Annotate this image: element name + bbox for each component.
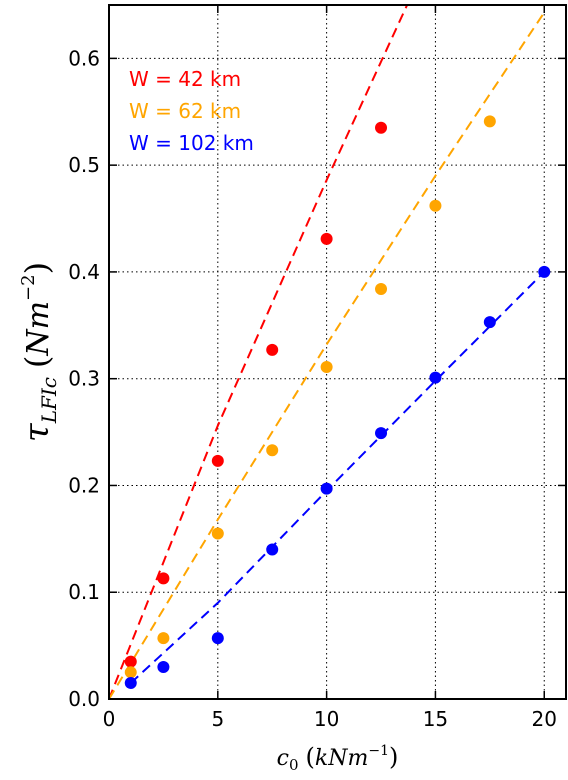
x-tick-label: 5 (211, 707, 224, 731)
data-point-w-102-km (429, 371, 442, 384)
y-axis-label: τLFIc (Nm−2) (17, 262, 61, 442)
data-point-w-102-km (483, 316, 496, 329)
data-point-w-62-km (157, 632, 170, 645)
y-tick-label: 0.1 (68, 580, 100, 604)
x-axis-label-sub: 0 (289, 756, 299, 774)
data-points (124, 115, 551, 689)
legend: W = 42 km W = 62 km W = 102 km (129, 67, 254, 155)
fit-line-w-102-km (130, 271, 545, 684)
y-axis-label-unit: Nm (21, 301, 56, 357)
data-point-w-102-km (375, 427, 388, 440)
y-axis-label-close: ) (18, 262, 56, 274)
data-point-w-102-km (124, 676, 137, 689)
data-point-w-102-km (157, 660, 170, 673)
x-axis-label-symbol: c (277, 746, 289, 771)
x-tick-label: 0 (103, 707, 116, 731)
data-point-w-102-km (320, 482, 333, 495)
data-point-w-42-km (157, 572, 170, 585)
data-point-w-42-km (124, 655, 137, 668)
data-point-w-42-km (375, 121, 388, 134)
x-axis-label-unit: kNm (315, 746, 368, 771)
data-point-w-62-km (124, 666, 137, 679)
plot-frame (108, 4, 567, 700)
data-point-w-62-km (429, 199, 442, 212)
data-point-w-42-km (266, 343, 279, 356)
y-axis-label-symbol: τ (17, 422, 57, 442)
y-axis-label-sup: −2 (18, 274, 39, 301)
y-tick-label: 0.5 (68, 153, 100, 177)
axis-ticks: 0 5 10 15 20 0.0 0.1 0.2 0.3 0.4 0.5 0.6 (68, 5, 566, 731)
data-point-w-102-km (211, 632, 224, 645)
data-point-w-62-km (211, 527, 224, 540)
legend-entry: W = 62 km (129, 99, 241, 123)
y-tick-label: 0.3 (68, 367, 100, 391)
x-tick-label: 10 (314, 707, 339, 731)
y-axis-label-sub: LFIc (37, 377, 61, 424)
legend-entry: W = 42 km (129, 67, 241, 91)
data-point-w-42-km (211, 454, 224, 467)
x-tick-label: 15 (423, 707, 448, 731)
legend-entry: W = 102 km (129, 131, 254, 155)
data-point-w-62-km (375, 283, 388, 296)
data-point-w-102-km (538, 265, 551, 278)
x-axis-label-sup: −1 (368, 743, 389, 759)
y-axis-label-open: ( (18, 356, 56, 368)
x-axis-label-open: ( (306, 743, 315, 771)
fit-line-w-42-km (108, 4, 409, 700)
x-axis-label: c0 (kNm−1) (277, 743, 399, 774)
y-tick-label: 0.6 (68, 46, 100, 70)
data-point-w-62-km (320, 360, 333, 373)
data-point-w-102-km (266, 543, 279, 556)
y-tick-label: 0.4 (68, 260, 100, 284)
data-point-w-62-km (266, 444, 279, 457)
x-tick-label: 20 (532, 707, 557, 731)
y-tick-label: 0.0 (68, 687, 100, 711)
x-axis-label-close: ) (389, 743, 398, 771)
data-point-w-42-km (320, 232, 333, 245)
data-point-w-62-km (483, 115, 496, 128)
y-tick-label: 0.2 (68, 473, 100, 497)
